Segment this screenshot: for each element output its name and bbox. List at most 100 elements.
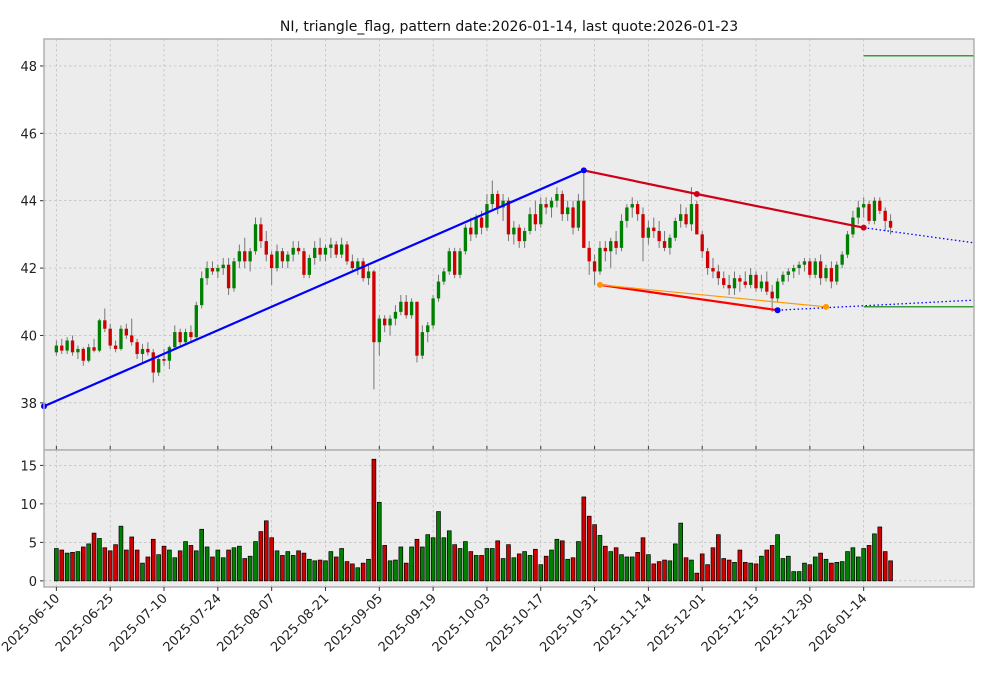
price-ytick-label: 38 xyxy=(20,397,37,412)
candle-body xyxy=(835,264,839,282)
volume-bar xyxy=(764,549,770,582)
candle-body xyxy=(119,328,123,349)
candle-body xyxy=(259,224,263,242)
candle-body xyxy=(872,200,877,221)
candle-body xyxy=(630,204,634,208)
candle-body xyxy=(679,214,683,221)
volume-bar xyxy=(473,555,479,582)
candle-body xyxy=(695,204,699,235)
volume-bar xyxy=(646,554,651,582)
volume-bar xyxy=(360,562,366,582)
volume-bar xyxy=(597,535,603,582)
candle-body xyxy=(684,214,688,225)
candle-body xyxy=(356,261,360,269)
candle-body xyxy=(614,241,618,248)
volume-bar xyxy=(856,556,861,582)
volume-bar xyxy=(549,549,554,582)
candle-body xyxy=(226,264,231,289)
candle-body xyxy=(770,291,774,299)
candle-body xyxy=(92,347,96,351)
candle-body xyxy=(490,193,494,205)
candle-body xyxy=(668,237,672,248)
candle-body xyxy=(124,328,129,336)
candle-body xyxy=(571,207,575,228)
volume-bar xyxy=(829,562,834,582)
volume-bar xyxy=(350,563,355,582)
volume-bar xyxy=(662,559,667,582)
volume-bar xyxy=(479,555,484,582)
candle-body xyxy=(377,318,381,343)
volume-bar xyxy=(538,564,544,582)
volume-ytick-label: 5 xyxy=(29,536,37,551)
volume-bar xyxy=(194,550,199,582)
volume-ytick-label: 15 xyxy=(20,459,37,474)
volume-bar xyxy=(430,537,436,582)
candle-body xyxy=(162,359,166,361)
candle-body xyxy=(829,268,834,282)
volume-bar xyxy=(113,544,118,582)
candle-body xyxy=(173,332,177,348)
volume-panel: 0 5 10 15 xyxy=(20,449,975,590)
volume-bar xyxy=(753,563,759,582)
candle-body xyxy=(888,220,893,228)
candle-body xyxy=(302,251,306,275)
candle-body xyxy=(189,332,193,338)
volume-bar xyxy=(667,560,673,582)
candle-body xyxy=(323,247,328,255)
volume-bar xyxy=(866,545,872,582)
volume-bar xyxy=(215,549,221,582)
volume-bar xyxy=(59,549,65,582)
volume-ytick-label: 10 xyxy=(20,498,37,513)
candle-body xyxy=(818,261,823,279)
candle-body xyxy=(296,247,301,252)
candle-body xyxy=(383,318,387,326)
candle-body xyxy=(108,328,112,346)
volume-frame xyxy=(43,449,975,588)
candle-body xyxy=(372,271,376,343)
candle-body xyxy=(582,200,586,248)
candle-body xyxy=(178,332,182,343)
volume-bar xyxy=(490,548,495,582)
volume-bar xyxy=(290,555,296,582)
volume-bar xyxy=(64,552,70,582)
candle-body xyxy=(748,274,753,285)
candle-body xyxy=(522,231,527,242)
candle-body xyxy=(512,227,516,235)
candle-body xyxy=(496,193,500,208)
candle-body xyxy=(156,359,161,373)
price-ytick-label: 42 xyxy=(20,262,37,277)
candle-body xyxy=(65,340,69,351)
candle-body xyxy=(339,244,344,255)
candle-body xyxy=(501,200,505,208)
xtick-label: 2026-01-14 xyxy=(806,591,870,655)
candle-body xyxy=(307,257,311,275)
candle-body xyxy=(431,298,435,326)
pattern-line-lower-ext xyxy=(777,299,975,311)
candle-body xyxy=(436,281,441,299)
volume-bar xyxy=(705,564,710,582)
candle-body xyxy=(291,247,295,255)
candle-body xyxy=(216,268,220,272)
volume-bar xyxy=(274,550,280,582)
candle-body xyxy=(840,254,844,265)
candle-body xyxy=(54,345,59,353)
volume-bar xyxy=(576,541,581,582)
price-ytick-label: 46 xyxy=(20,127,37,142)
candle-body xyxy=(70,340,75,353)
volume-bar xyxy=(75,551,81,582)
volume-bar xyxy=(317,559,323,582)
candle-body xyxy=(60,345,64,351)
candle-body xyxy=(243,251,247,262)
volume-bar xyxy=(608,551,614,582)
volume-bar xyxy=(220,557,226,582)
volume-bar xyxy=(328,551,334,582)
volume-bar xyxy=(226,549,231,582)
candle-body xyxy=(399,301,403,312)
candle-body xyxy=(705,251,710,269)
volume-bar xyxy=(81,546,86,582)
volume-bar xyxy=(377,501,382,582)
volume-bar xyxy=(812,556,818,582)
volume-bar xyxy=(296,550,301,582)
candle-body xyxy=(485,204,489,228)
volume-bar xyxy=(134,549,140,582)
